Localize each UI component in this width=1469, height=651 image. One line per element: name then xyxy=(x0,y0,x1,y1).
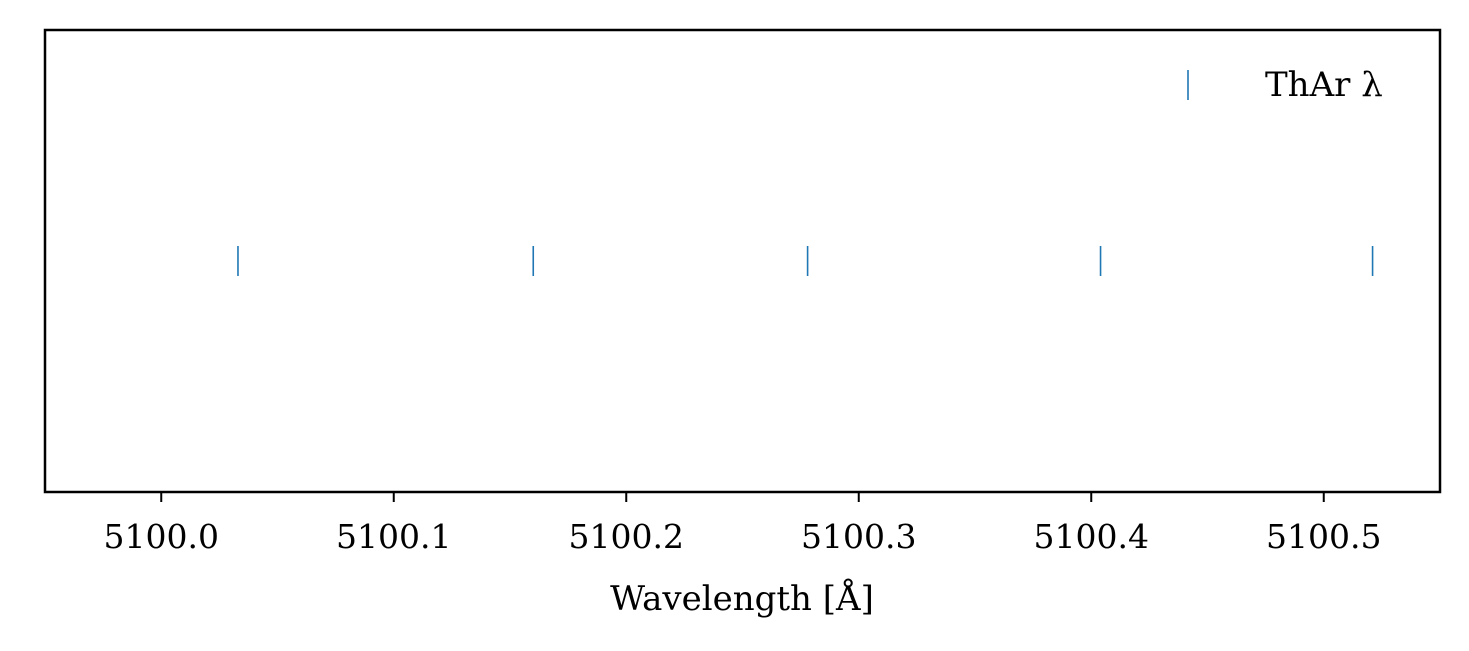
plot-frame xyxy=(43,28,1442,494)
x-axis: 5100.0 5100.1 5100.2 5100.3 5100.4 5100.5 xyxy=(104,492,1381,556)
x-axis-label: Wavelength [Å] xyxy=(610,578,874,619)
x-tick-label: 5100.1 xyxy=(336,517,451,556)
data-series xyxy=(237,246,1374,276)
x-tick-label: 5100.4 xyxy=(1034,517,1149,556)
legend: ThAr λ xyxy=(1187,65,1383,105)
x-tick-label: 5100.0 xyxy=(104,517,219,556)
x-tick-label: 5100.2 xyxy=(569,517,684,556)
legend-label: ThAr λ xyxy=(1265,65,1383,105)
x-tick-label: 5100.5 xyxy=(1266,517,1381,556)
x-tick-label: 5100.3 xyxy=(801,517,916,556)
